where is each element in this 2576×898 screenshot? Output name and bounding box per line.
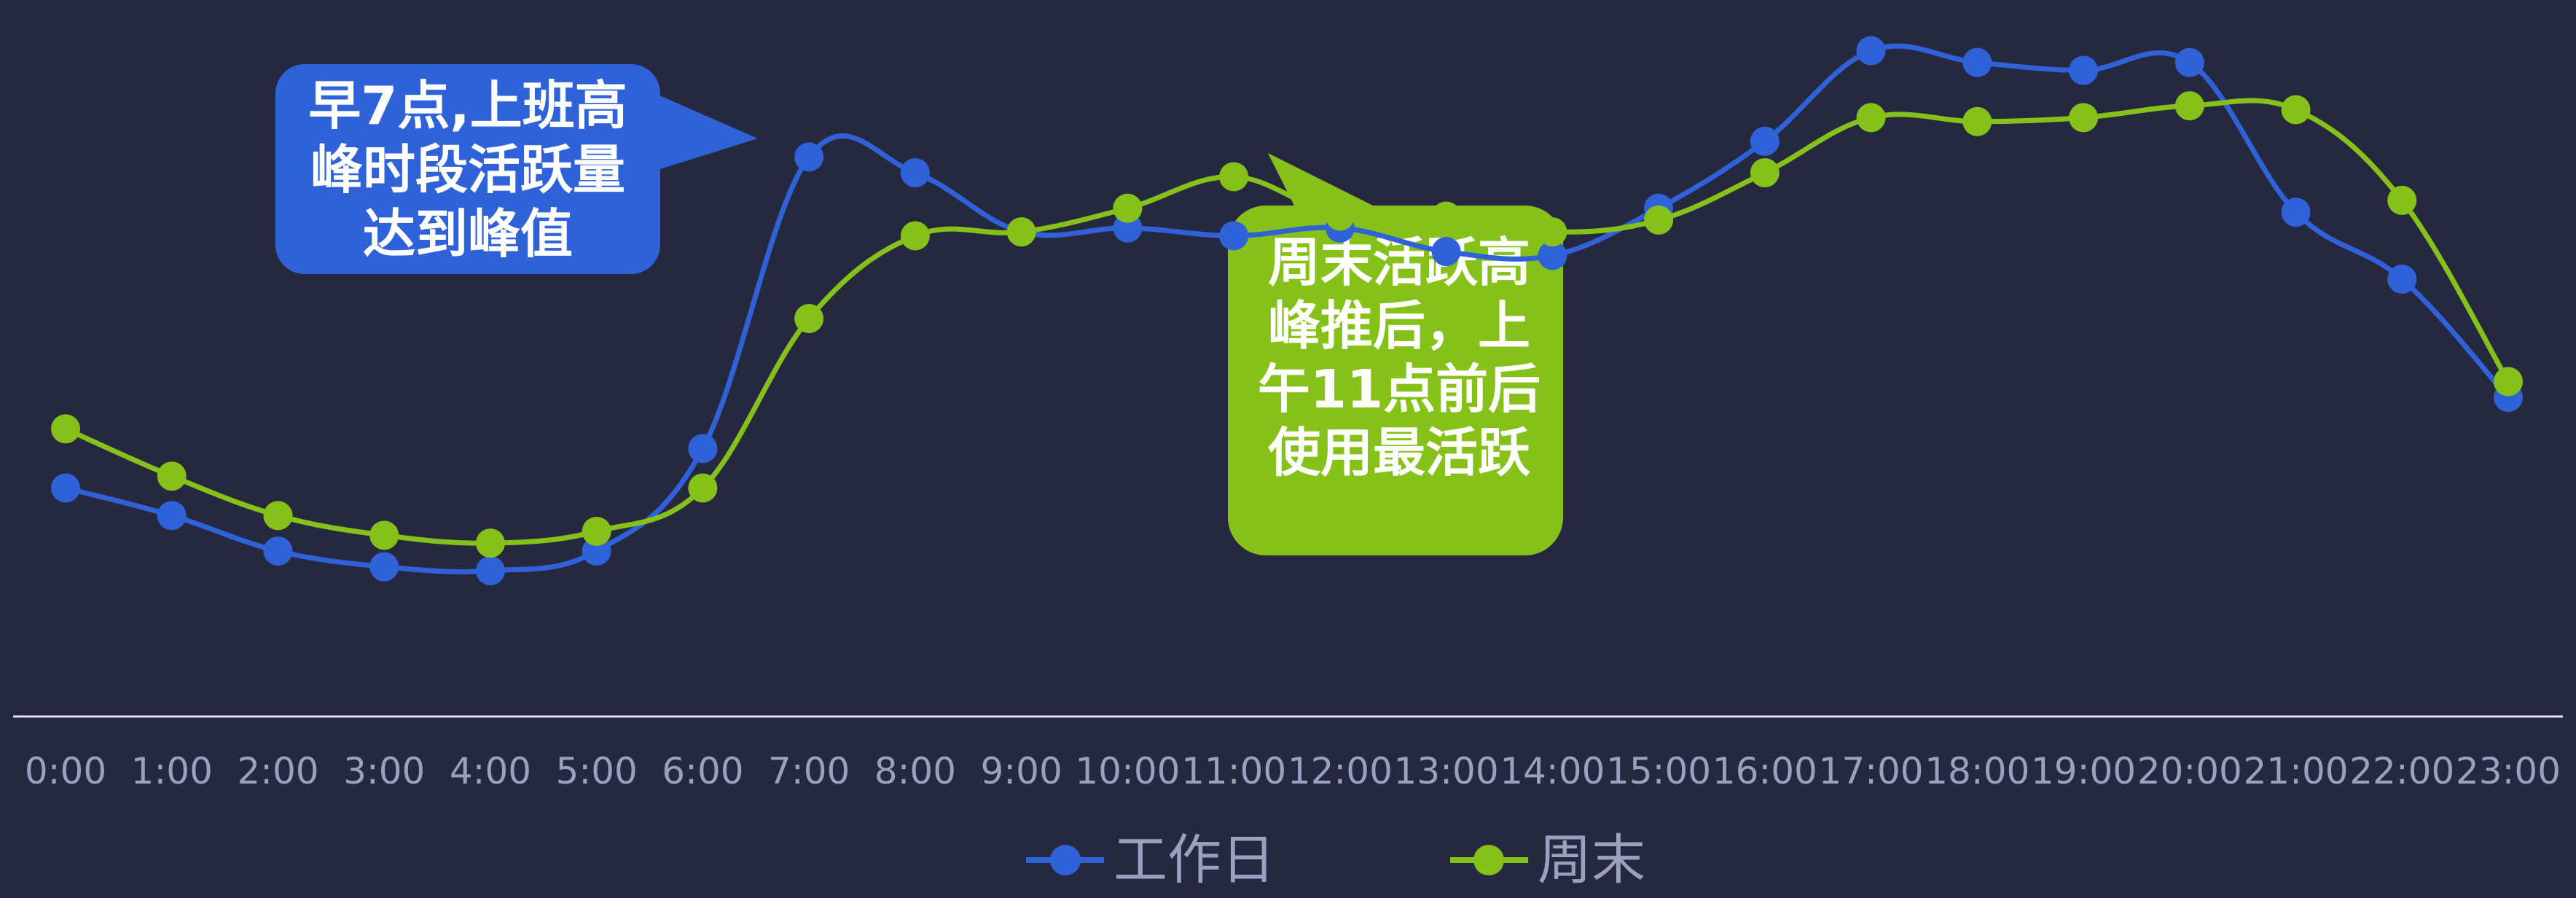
data-point-weekday-17:00[interactable] [1856,36,1886,66]
data-point-weekend-17:00[interactable] [1856,103,1886,133]
x-tick-label: 6:00 [662,750,743,792]
x-tick-label: 3:00 [343,750,425,792]
data-point-weekday-19:00[interactable] [2069,55,2099,85]
x-tick-label: 15:00 [1606,750,1711,792]
data-point-weekday-13:00[interactable] [1431,237,1461,267]
legend-item-weekend: 周末 [1450,829,1645,891]
data-point-weekday-8:00[interactable] [900,158,930,188]
data-point-weekend-13:00[interactable] [1431,201,1461,231]
data-point-weekday-0:00[interactable] [51,473,80,503]
data-point-weekday-11:00[interactable] [1219,221,1249,251]
legend-weekend-marker [1473,845,1504,875]
x-tick-label: 0:00 [25,750,106,792]
data-point-weekday-22:00[interactable] [2387,264,2417,294]
annotation-weekday-line-2: 峰时段活跃量 [310,139,625,200]
annotation-weekday-peak: 早7点,上班高 峰时段活跃量 达到峰值 [275,64,758,274]
data-point-weekend-19:00[interactable] [2069,103,2099,133]
data-point-weekend-11:00[interactable] [1219,162,1249,192]
data-point-weekend-2:00[interactable] [263,501,293,531]
data-point-weekend-0:00[interactable] [51,414,80,444]
data-point-weekend-14:00[interactable] [1538,217,1567,247]
data-point-weekend-23:00[interactable] [2494,367,2523,397]
x-tick-label: 11:00 [1181,750,1286,792]
legend-weekend-label: 周末 [1538,829,1645,891]
data-point-weekday-6:00[interactable] [688,434,718,464]
data-point-weekday-1:00[interactable] [157,501,187,531]
data-point-weekend-3:00[interactable] [369,520,399,550]
legend: 工作日 周末 [1026,829,1645,891]
data-point-weekday-2:00[interactable] [263,536,293,566]
x-tick-label: 14:00 [1500,750,1605,792]
x-tick-label: 10:00 [1075,750,1180,792]
annotation-weekend-box [1228,206,1563,555]
x-tick-label: 1:00 [131,750,213,792]
x-tick-label: 17:00 [1819,750,1924,792]
data-point-weekend-16:00[interactable] [1750,158,1780,188]
legend-weekday-marker [1050,845,1081,875]
x-tick-label: 19:00 [2031,750,2136,792]
data-point-weekend-5:00[interactable] [582,516,611,546]
x-tick-labels: 0:00 1:00 2:00 3:00 4:00 5:00 6:00 7:00 8:00 9:00… [25,750,2561,792]
data-point-weekday-21:00[interactable] [2281,198,2311,227]
data-point-weekend-4:00[interactable] [475,528,505,558]
annotation-weekday-pointer [641,87,758,175]
x-tick-label: 12:00 [1288,750,1393,792]
x-tick-label: 5:00 [556,750,638,792]
data-point-weekend-15:00[interactable] [1644,205,1674,235]
annotation-weekday-box [275,64,660,274]
data-point-weekday-3:00[interactable] [369,552,399,582]
x-tick-label: 7:00 [768,750,850,792]
series-weekend [51,91,2523,558]
data-point-weekday-14:00[interactable] [1538,241,1567,270]
annotation-weekend-peak: 周末活跃高 峰推后，上 午11点前后 使用最活跃 [1228,153,1563,555]
x-tick-label: 9:00 [981,750,1062,792]
annotation-weekend-line-2: 峰推后，上 [1268,295,1530,356]
data-point-weekend-8:00[interactable] [900,221,930,251]
data-point-weekend-6:00[interactable] [688,473,718,503]
annotation-weekend-line-3: 午11点前后 [1258,359,1540,420]
annotation-weekday-line-1: 早7点,上班高 [308,75,627,136]
x-tick-label: 16:00 [1712,750,1817,792]
data-point-weekend-7:00[interactable] [794,304,824,334]
data-point-weekend-10:00[interactable] [1113,193,1143,223]
legend-weekday-label: 工作日 [1113,829,1275,891]
data-point-weekend-22:00[interactable] [2387,185,2417,215]
x-tick-label: 20:00 [2137,750,2242,792]
x-tick-label: 22:00 [2349,750,2454,792]
x-tick-label: 2:00 [237,750,318,792]
data-point-weekend-21:00[interactable] [2281,95,2311,125]
x-tick-label: 18:00 [1925,750,2029,792]
x-tick-label: 4:00 [450,750,531,792]
data-point-weekday-18:00[interactable] [1962,47,1992,77]
annotation-weekday-line-3: 达到峰值 [363,203,573,265]
data-point-weekday-7:00[interactable] [794,142,824,172]
x-tick-label: 21:00 [2243,750,2348,792]
x-tick-label: 13:00 [1394,750,1499,792]
data-point-weekday-4:00[interactable] [475,555,505,585]
legend-item-weekday: 工作日 [1026,829,1275,891]
data-point-weekday-20:00[interactable] [2174,47,2204,77]
data-point-weekend-1:00[interactable] [157,461,187,491]
data-point-weekday-16:00[interactable] [1750,126,1780,156]
annotation-weekend-line-4: 使用最活跃 [1268,422,1531,483]
x-tick-label: 8:00 [874,750,956,792]
data-point-weekend-18:00[interactable] [1962,106,1992,136]
data-point-weekend-12:00[interactable] [1325,201,1355,231]
series-layer [51,36,2523,585]
x-tick-label: 23:00 [2456,750,2561,792]
data-point-weekend-20:00[interactable] [2174,91,2204,121]
data-point-weekend-9:00[interactable] [1006,217,1036,247]
